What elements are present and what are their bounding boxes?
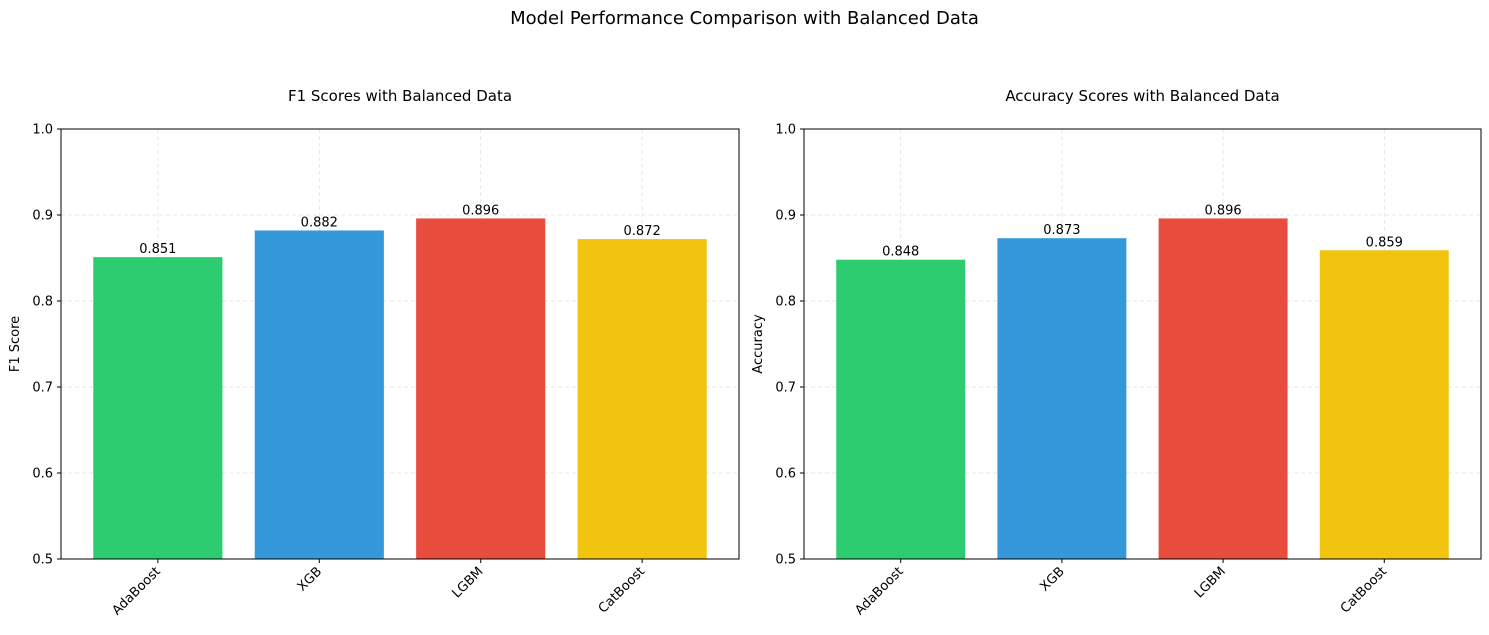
y-tick-label: 1.0 [775,123,796,138]
x-tick-label: XGB [1037,564,1067,594]
plot-frame [60,128,740,560]
chart-panel-2: Accuracy Scores with Balanced Data 0.848 0… [751,87,1482,618]
chart-panel-1: F1 Scores with Balanced Data 0.851 0.882 0.… [8,87,740,618]
bar-lgbm [416,218,546,559]
bar-catboost [1319,250,1449,559]
y-tick-label: 0.8 [775,295,796,310]
y-tick-label: 0.9 [775,209,796,224]
bar-adaboost [93,257,223,559]
y-tick-label: 0.8 [32,295,53,310]
figure-title: Model Performance Comparison with Balanc… [510,8,979,29]
y-tick-label: 0.9 [32,209,53,224]
y-tick-label: 1.0 [32,123,53,138]
data-label: 0.859 [1366,235,1403,250]
bar-xgb [254,230,384,560]
y-tick-label: 0.7 [775,381,796,396]
data-label: 0.882 [301,215,338,230]
charts-container: F1 Scores with Balanced Data 0.851 0.882 0.… [8,87,1482,618]
y-tick-label: 0.7 [32,381,53,396]
y-axis-label: Accuracy [751,314,766,374]
bar-adaboost [836,259,966,559]
y-axis-label: F1 Score [8,316,23,372]
data-label: 0.851 [139,242,176,257]
bar-catboost [577,239,707,559]
y-tick-label: 0.6 [775,467,796,482]
x-tick-label: CatBoost [1338,564,1390,616]
bar-lgbm [1158,218,1288,559]
y-tick-label: 0.5 [32,553,53,568]
bar-xgb [997,238,1127,559]
x-tick-label: LGBM [449,564,486,601]
y-tick-label: 0.5 [775,553,796,568]
panel-title: Accuracy Scores with Balanced Data [1005,87,1279,105]
panel-title: F1 Scores with Balanced Data [288,87,512,105]
data-label: 0.873 [1043,223,1080,238]
data-label: 0.872 [624,224,661,239]
y-tick-label: 0.6 [32,467,53,482]
data-label: 0.848 [882,245,919,260]
plot-frame [803,128,1482,560]
x-tick-label: AdaBoost [852,564,906,618]
data-label: 0.896 [462,203,499,218]
data-label: 0.896 [1204,203,1241,218]
x-tick-label: XGB [295,564,325,594]
x-tick-label: LGBM [1192,564,1229,601]
x-tick-label: CatBoost [596,564,648,616]
x-tick-label: AdaBoost [110,564,164,618]
